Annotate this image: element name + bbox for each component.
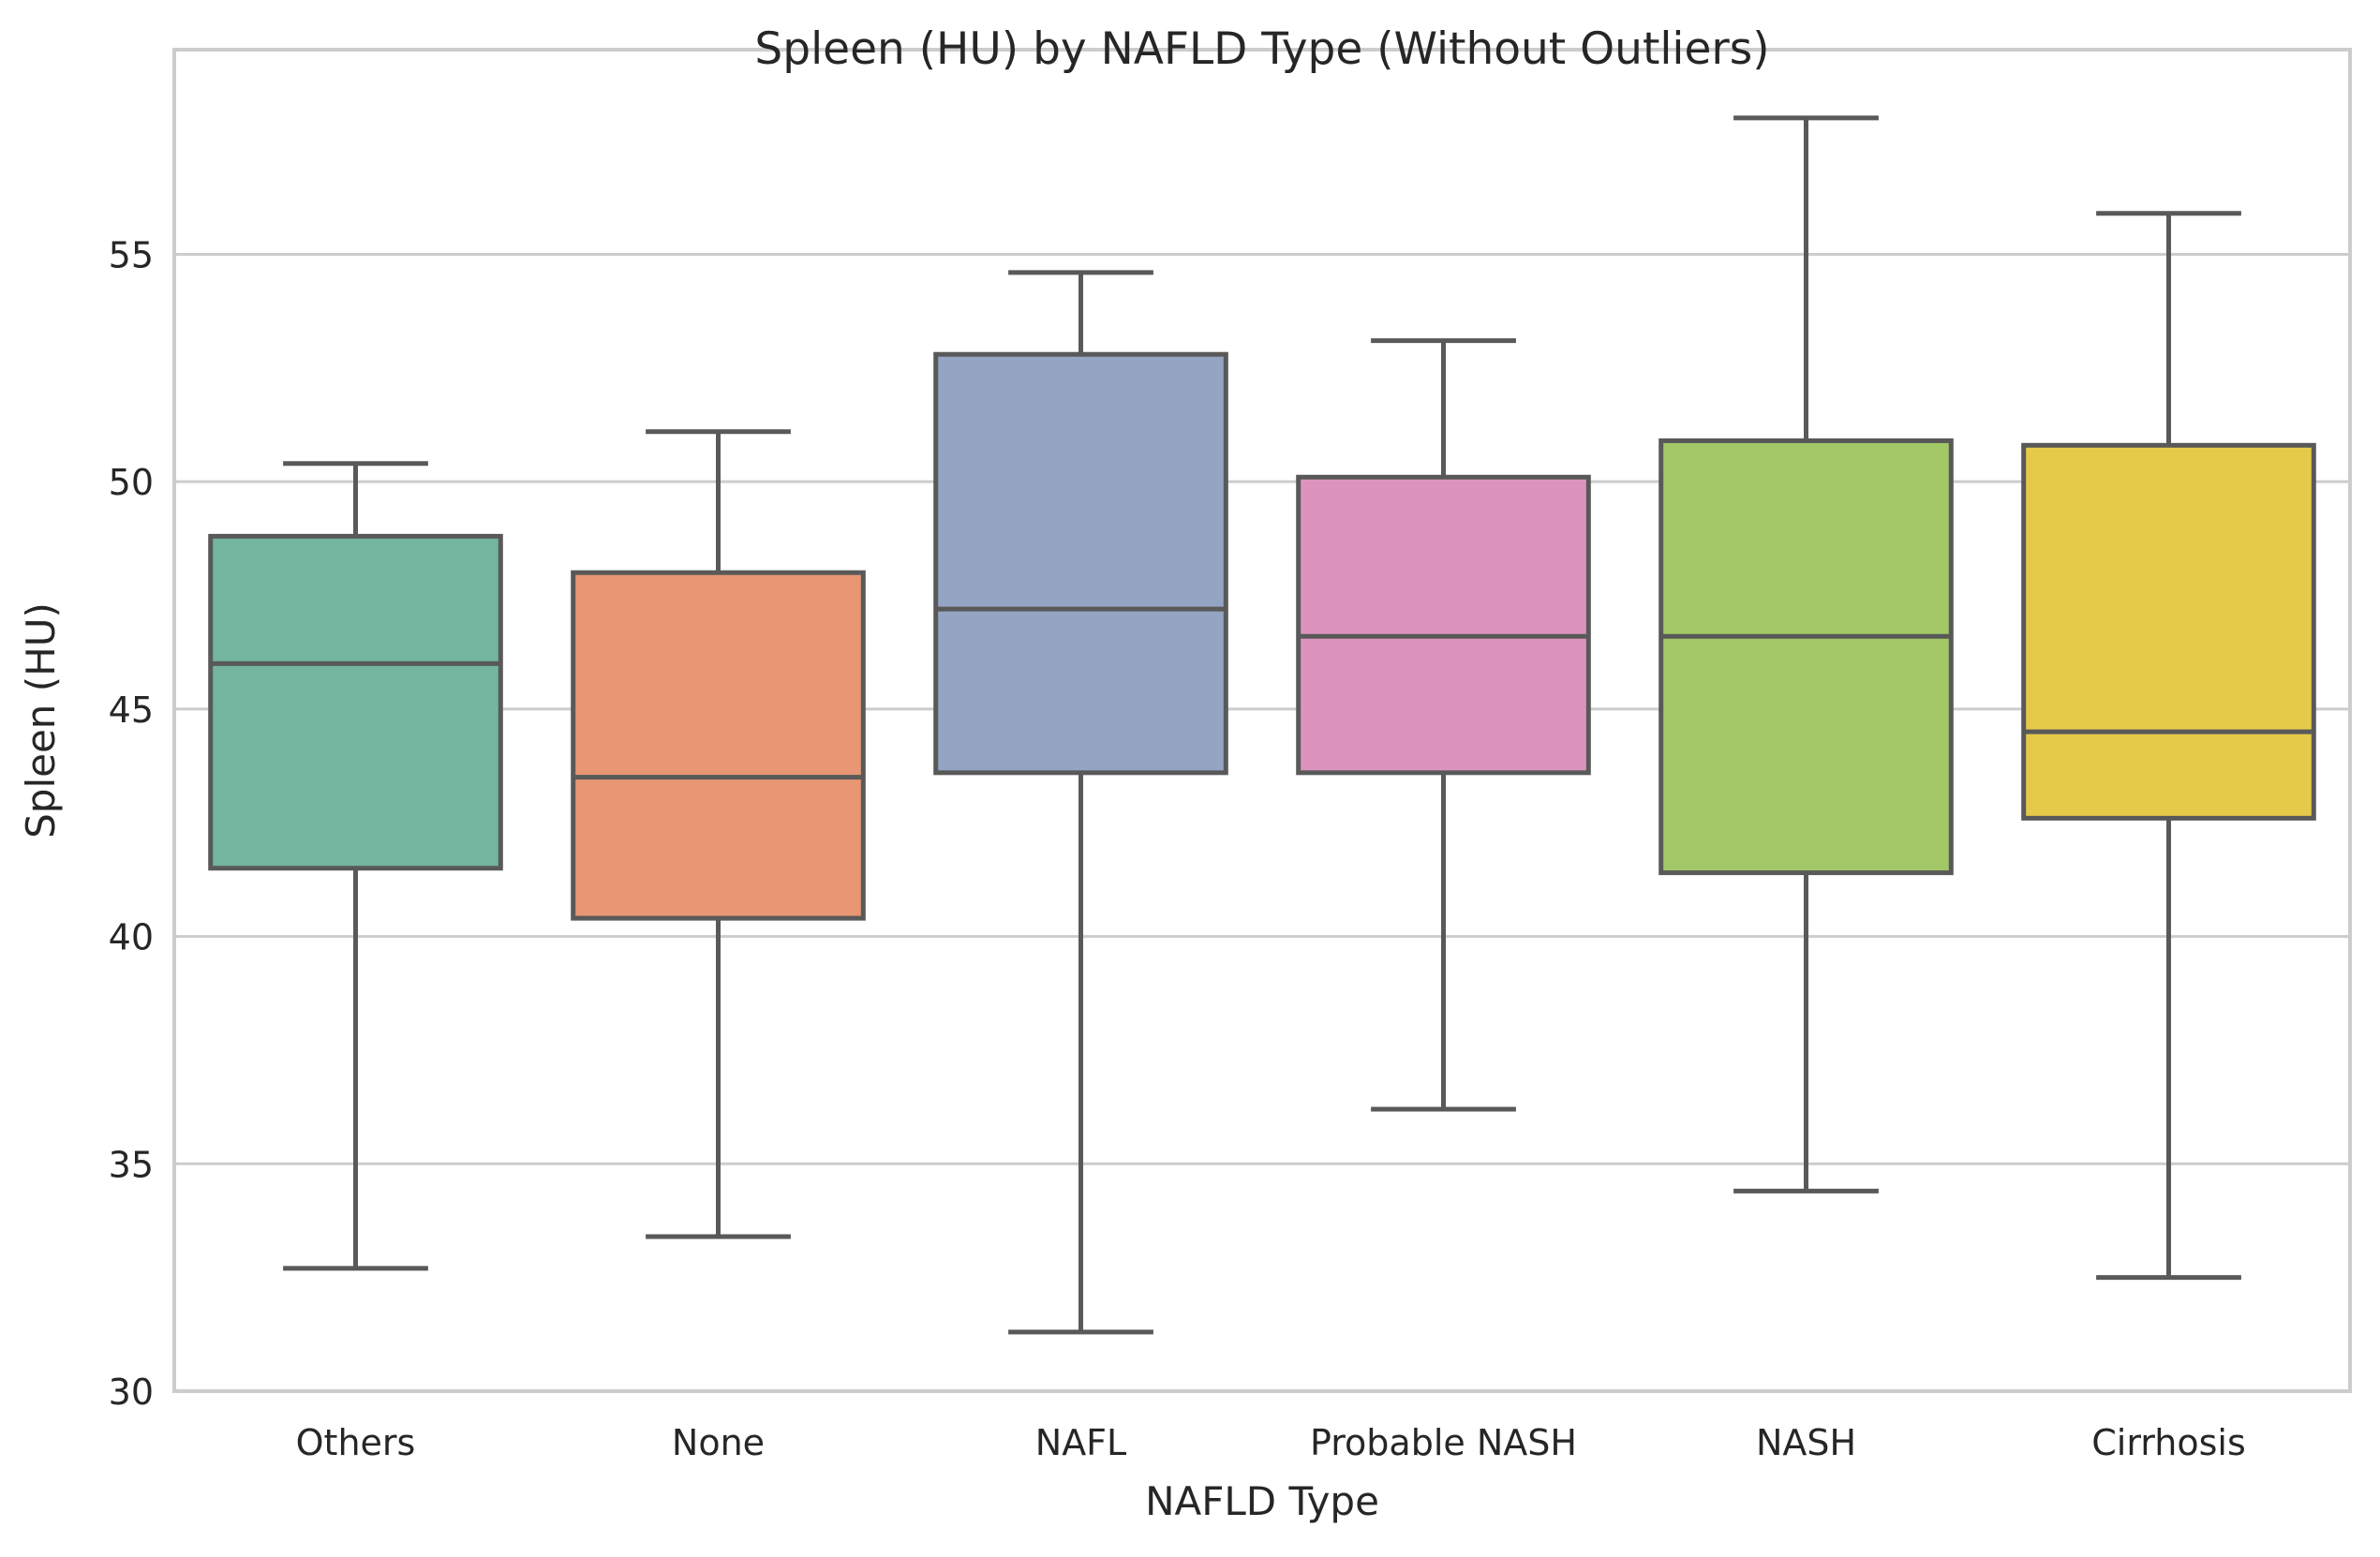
y-tick-label: 55 [109, 234, 154, 275]
y-axis-label: Spleen (HU) [18, 602, 64, 838]
x-tick-label: Cirrhosis [2091, 1422, 2246, 1463]
x-tick-label: None [672, 1422, 765, 1463]
box [571, 570, 866, 921]
y-tick-labels: 30 35 40 45 50 55 [109, 234, 154, 1413]
box [1296, 474, 1591, 776]
x-axis-label: NAFLD Type [1145, 1478, 1379, 1524]
box [933, 351, 1228, 776]
y-tick-label: 35 [109, 1144, 154, 1185]
y-tick-label: 40 [109, 917, 154, 958]
plot-frame [172, 48, 2352, 1393]
y-tick-label: 50 [109, 462, 154, 503]
box-group [933, 270, 1228, 1335]
x-tick-label: NAFL [1035, 1422, 1126, 1463]
x-tick-label: NASH [1756, 1422, 1856, 1463]
y-tick-label: 45 [109, 690, 154, 731]
box [1659, 437, 1954, 876]
boxes [208, 115, 2316, 1335]
box [208, 533, 503, 871]
y-tick-label: 30 [109, 1372, 154, 1413]
x-tick-labels: Others None NAFL Probable NASH NASH Cirrhosis [296, 1422, 2246, 1463]
chart-title: Spleen (HU) by NAFLD Type (Without Outli… [754, 23, 1769, 75]
box-group [1296, 338, 1591, 1112]
x-tick-label: Probable NASH [1310, 1422, 1577, 1463]
box-group [1659, 115, 1954, 1194]
box-group [571, 429, 866, 1239]
box-group [2021, 211, 2316, 1281]
x-tick-label: Others [296, 1422, 416, 1463]
box-group [208, 461, 503, 1271]
box [2021, 442, 2316, 821]
